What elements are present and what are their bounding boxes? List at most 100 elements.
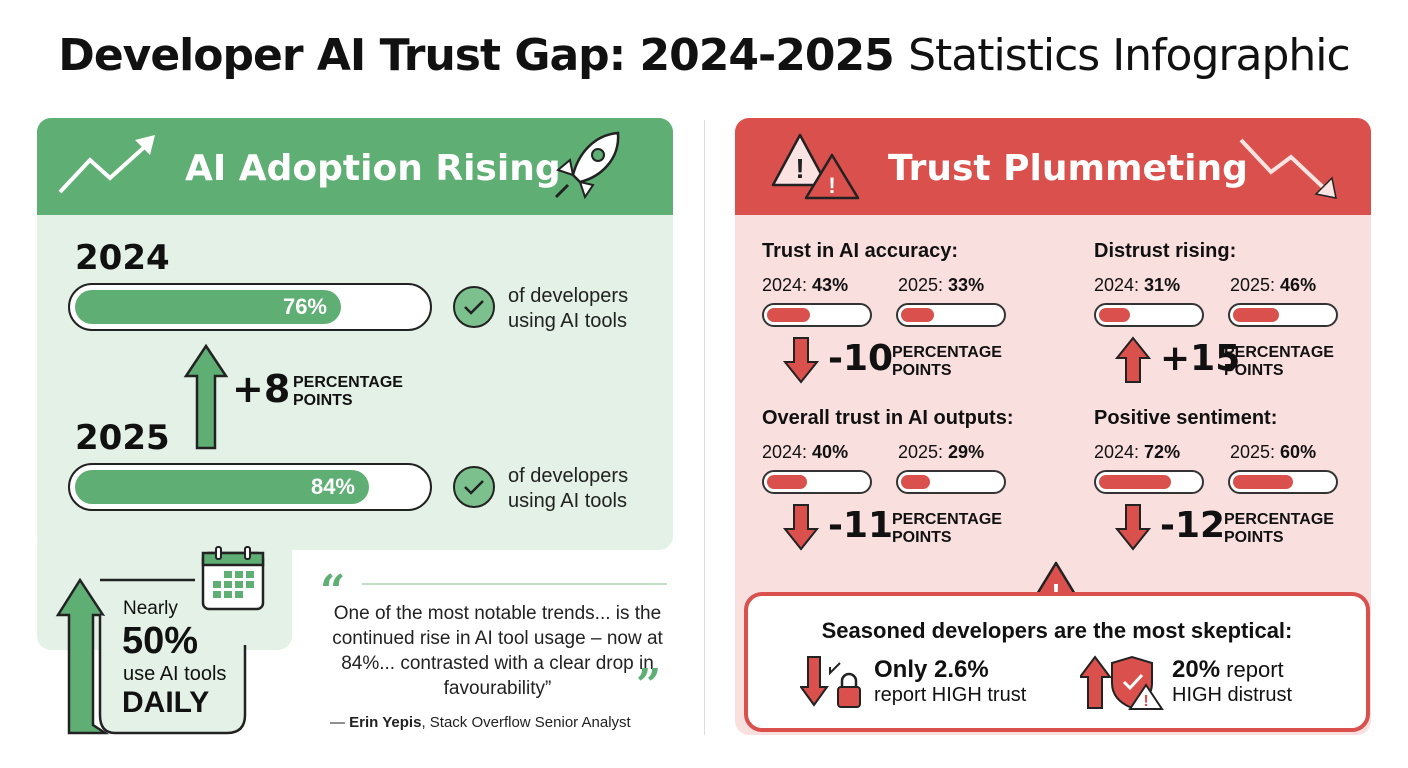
quote-rule <box>362 583 667 585</box>
bar-fill <box>767 475 807 489</box>
pp-unit: PERCENTAGE <box>1224 511 1334 528</box>
skeptical-box <box>744 592 1370 732</box>
desc-line: using AI tools <box>508 310 627 332</box>
trust-down-lock-icon <box>800 656 861 708</box>
quote-author: Erin Yepis <box>349 714 422 731</box>
year-label: 2024: <box>762 442 813 462</box>
close-quote-icon: ” <box>636 660 662 711</box>
pp-unit: POINTS <box>1224 529 1284 546</box>
year-2024: 2024 <box>75 238 170 278</box>
year-label: 2025: <box>898 275 949 295</box>
pp-unit: POINTS <box>892 529 952 546</box>
stat-title: Overall trust in AI outputs: <box>762 407 1014 429</box>
desc-line: of developers <box>508 285 629 307</box>
bar-2024 <box>1094 470 1204 494</box>
year-value: 46% <box>1280 275 1317 295</box>
stat-2025: 2025: 46% <box>1230 275 1316 296</box>
bar-fill <box>1099 308 1130 322</box>
high-trust-value: Only 2.6% <box>874 656 989 683</box>
distrust-text: report <box>1220 657 1284 682</box>
bar-2025 <box>896 303 1006 327</box>
stat-title: Distrust rising: <box>1094 240 1237 262</box>
bar-2024 <box>762 470 872 494</box>
stat-delta: -11 <box>828 505 894 546</box>
year-label: 2025: <box>1230 442 1281 462</box>
pp-label: PERCENTAGE POINTS <box>1224 344 1334 380</box>
trend-up-icon <box>58 135 155 194</box>
bar-fill <box>1099 475 1171 489</box>
skeptical-title: Seasoned developers are the most skeptic… <box>821 618 1293 643</box>
title-light: Statistics Infographic <box>908 30 1351 81</box>
quote-attribution: — Erin Yepis, Stack Overflow Senior Anal… <box>330 714 631 731</box>
year-value: 31% <box>1144 275 1181 295</box>
year-value: 40% <box>812 442 849 462</box>
bar-fill <box>1233 308 1279 322</box>
pp-label: PERCENTAGE POINTS <box>892 511 1002 547</box>
arrow-up-icon <box>1115 336 1151 383</box>
bar-fill <box>767 308 810 322</box>
stat-delta: -10 <box>828 338 894 379</box>
divider <box>704 120 705 735</box>
stat-title: Positive sentiment: <box>1094 407 1278 429</box>
arrow-down-icon <box>783 504 819 551</box>
bar-fill <box>901 475 930 489</box>
year-label: 2025: <box>1230 275 1281 295</box>
distrust-number: 20% <box>1172 656 1221 683</box>
year-value: 29% <box>948 442 985 462</box>
quote-text: One of the most notable trends... is the… <box>332 603 663 699</box>
stat-2025: 2025: 60% <box>1230 442 1316 463</box>
pp-label: PERCENTAGE POINTS <box>1224 511 1334 547</box>
title-bold: Developer AI Trust Gap: 2024-2025 <box>58 30 894 81</box>
adoption-desc-2024: of developers using AI tools <box>508 284 628 334</box>
dash: — <box>330 714 350 731</box>
year-value: 60% <box>1280 442 1317 462</box>
pp-unit: PERCENTAGE <box>293 374 403 391</box>
stat-delta: +15 <box>1160 338 1241 379</box>
adoption-title: AI Adoption Rising <box>185 148 561 189</box>
bar-2024 <box>762 303 872 327</box>
bar-2025 <box>1228 303 1338 327</box>
pp-unit: POINTS <box>1224 362 1284 379</box>
year-value: 43% <box>812 275 849 295</box>
high-trust-label: report HIGH trust <box>874 684 1027 706</box>
bar-2024 <box>1094 303 1204 327</box>
year-label: 2024: <box>1094 275 1145 295</box>
adoption-desc-2025: of developers using AI tools <box>508 464 628 514</box>
calendar-icon <box>201 546 265 611</box>
arrow-up-icon <box>183 343 229 450</box>
trust-title: Trust Plummeting <box>888 148 1248 189</box>
stat-title: Trust in AI accuracy: <box>762 240 958 262</box>
high-distrust-label: HIGH distrust <box>1172 684 1293 706</box>
year-2025: 2025 <box>75 418 170 458</box>
stat-2024: 2024: 40% <box>762 442 848 463</box>
pp-unit: POINTS <box>892 362 952 379</box>
stat-2024: 2024: 31% <box>1094 275 1180 296</box>
pp-label: PERCENTAGE POINTS <box>293 374 403 410</box>
year-label: 2024: <box>762 275 813 295</box>
adoption-bar-fill: 76% <box>75 290 341 324</box>
distrust-shield-icon: ! <box>1080 655 1164 710</box>
high-distrust-value: 20% report <box>1172 656 1284 684</box>
adoption-change: +8 <box>232 367 291 411</box>
check-icon <box>453 466 495 508</box>
daily-card <box>55 577 247 735</box>
open-quote-icon: “ <box>320 566 346 617</box>
stat-2025: 2025: 33% <box>898 275 984 296</box>
stat-2025: 2025: 29% <box>898 442 984 463</box>
daily-value: 50% <box>122 620 199 662</box>
stat-delta: -12 <box>1160 505 1226 546</box>
adoption-bar-2025: 84% <box>68 463 432 511</box>
arrow-down-icon <box>1115 504 1151 551</box>
bar-fill <box>1233 475 1293 489</box>
pp-unit: PERCENTAGE <box>892 511 1002 528</box>
desc-line: of developers <box>508 465 629 487</box>
pp-unit: PERCENTAGE <box>1224 344 1334 361</box>
year-value: 33% <box>948 275 985 295</box>
svg-text:!: ! <box>795 153 804 184</box>
bar-2025 <box>896 470 1006 494</box>
daily-mid: use AI tools <box>123 663 227 685</box>
year-label: 2025: <box>898 442 949 462</box>
daily-pre: Nearly <box>123 598 178 619</box>
stat-2024: 2024: 43% <box>762 275 848 296</box>
arrow-down-icon <box>783 337 819 384</box>
